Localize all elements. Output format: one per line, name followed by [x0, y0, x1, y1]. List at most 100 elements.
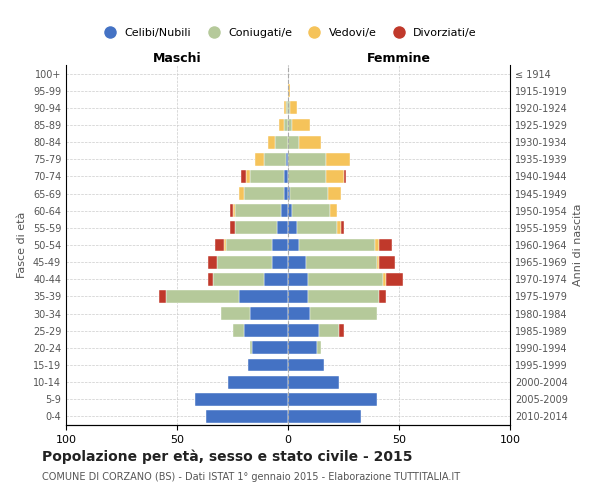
Bar	[217, 256, 272, 268]
Bar	[288, 256, 306, 268]
Bar	[288, 102, 290, 114]
Bar	[244, 324, 288, 337]
Bar	[272, 256, 288, 268]
Bar	[288, 170, 326, 183]
Bar	[288, 324, 319, 337]
Bar	[246, 170, 250, 183]
Bar	[212, 273, 263, 285]
Bar	[277, 222, 288, 234]
Bar	[288, 222, 297, 234]
Bar	[326, 170, 343, 183]
Bar	[288, 238, 299, 252]
Bar	[288, 410, 361, 423]
Bar	[288, 358, 323, 372]
Bar	[263, 273, 288, 285]
Bar	[230, 204, 233, 217]
Bar	[386, 273, 403, 285]
Bar	[284, 118, 288, 132]
Bar	[308, 273, 383, 285]
Text: Maschi: Maschi	[152, 52, 202, 65]
Bar	[288, 393, 377, 406]
Bar	[292, 204, 330, 217]
Bar	[286, 102, 288, 114]
Bar	[221, 307, 250, 320]
Bar	[288, 187, 290, 200]
Bar	[233, 204, 235, 217]
Legend: Celibi/Nubili, Coniugati/e, Vedovi/e, Divorziati/e: Celibi/Nubili, Coniugati/e, Vedovi/e, Di…	[95, 24, 481, 42]
Bar	[224, 238, 226, 252]
Bar	[159, 290, 166, 303]
Bar	[341, 222, 343, 234]
Bar	[254, 153, 263, 166]
Bar	[226, 238, 272, 252]
Bar	[379, 256, 395, 268]
Bar	[288, 290, 308, 303]
Bar	[208, 256, 217, 268]
Bar	[195, 393, 288, 406]
Bar	[241, 170, 246, 183]
Bar	[263, 153, 286, 166]
Bar	[290, 187, 328, 200]
Bar	[292, 118, 310, 132]
Text: COMUNE DI CORZANO (BS) - Dati ISTAT 1° gennaio 2015 - Elaborazione TUTTITALIA.IT: COMUNE DI CORZANO (BS) - Dati ISTAT 1° g…	[42, 472, 460, 482]
Bar	[328, 187, 341, 200]
Bar	[286, 153, 288, 166]
Bar	[239, 187, 244, 200]
Bar	[288, 153, 326, 166]
Bar	[275, 136, 288, 148]
Bar	[288, 273, 308, 285]
Y-axis label: Anni di nascita: Anni di nascita	[573, 204, 583, 286]
Text: Popolazione per età, sesso e stato civile - 2015: Popolazione per età, sesso e stato civil…	[42, 450, 413, 464]
Bar	[230, 222, 235, 234]
Bar	[244, 187, 284, 200]
Bar	[208, 273, 212, 285]
Bar	[288, 307, 310, 320]
Bar	[288, 84, 290, 97]
Bar	[337, 222, 341, 234]
Bar	[297, 222, 337, 234]
Bar	[281, 204, 288, 217]
Bar	[330, 204, 337, 217]
Bar	[383, 273, 386, 285]
Bar	[284, 170, 288, 183]
Bar	[377, 256, 379, 268]
Bar	[288, 204, 292, 217]
Bar	[284, 102, 286, 114]
Bar	[235, 204, 281, 217]
Bar	[288, 118, 292, 132]
Bar	[374, 238, 379, 252]
Bar	[299, 136, 322, 148]
Text: Femmine: Femmine	[367, 52, 431, 65]
Bar	[250, 307, 288, 320]
Bar	[272, 238, 288, 252]
Bar	[279, 118, 284, 132]
Bar	[284, 187, 288, 200]
Bar	[290, 102, 297, 114]
Bar	[250, 342, 253, 354]
Bar	[239, 290, 288, 303]
Bar	[253, 342, 288, 354]
Y-axis label: Fasce di età: Fasce di età	[17, 212, 27, 278]
Bar	[228, 376, 288, 388]
Bar	[317, 342, 322, 354]
Bar	[206, 410, 288, 423]
Bar	[310, 307, 377, 320]
Bar	[326, 153, 350, 166]
Bar	[308, 290, 379, 303]
Bar	[268, 136, 275, 148]
Bar	[288, 342, 317, 354]
Bar	[379, 238, 392, 252]
Bar	[233, 324, 244, 337]
Bar	[248, 358, 288, 372]
Bar	[288, 136, 299, 148]
Bar	[299, 238, 374, 252]
Bar	[343, 170, 346, 183]
Bar	[215, 238, 224, 252]
Bar	[288, 376, 339, 388]
Bar	[250, 170, 284, 183]
Bar	[339, 324, 343, 337]
Bar	[235, 222, 277, 234]
Bar	[319, 324, 339, 337]
Bar	[306, 256, 377, 268]
Bar	[379, 290, 386, 303]
